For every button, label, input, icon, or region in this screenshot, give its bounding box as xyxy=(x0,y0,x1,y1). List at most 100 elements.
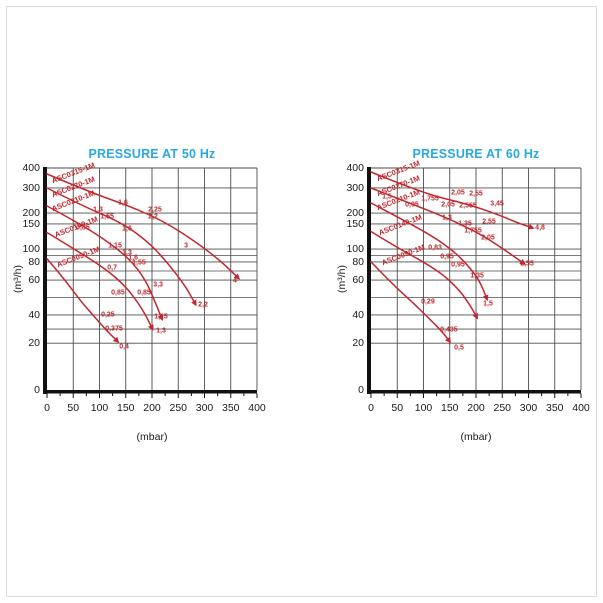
curve-value-label: 0,83 xyxy=(428,244,442,252)
x-tick-label: 150 xyxy=(440,402,459,414)
y-tick-label: 80 xyxy=(352,255,364,268)
curve-ASC0090-1M xyxy=(46,257,120,344)
x-tick-label: 200 xyxy=(143,402,161,414)
curve-value-label: 1,3 xyxy=(93,206,103,214)
curve-ASC0270-1M xyxy=(46,187,197,307)
x-axis-label: (mbar) xyxy=(136,431,168,443)
curve-value-label: 1,6 xyxy=(118,199,128,207)
y-tick-label: 150 xyxy=(22,217,40,230)
y-axis-spine xyxy=(43,167,47,394)
curve-value-label: 0,4 xyxy=(119,343,129,351)
x-tick-label: 400 xyxy=(248,402,266,414)
curve-ASC0140-1M xyxy=(370,230,478,320)
curve-value-label: 1,3 xyxy=(442,214,452,222)
x-tick-label: 350 xyxy=(221,402,240,414)
curve-value-label: 0,29 xyxy=(421,298,435,306)
y-tick-label: 300 xyxy=(346,181,364,194)
curve-value-label: 2,2 xyxy=(198,301,208,309)
x-tick-label: 0 xyxy=(44,402,50,414)
curve-value-label: 2,55 xyxy=(469,190,483,198)
curve-value-label: 1,6 xyxy=(128,254,138,262)
curve-value-label: 0,95 xyxy=(440,253,454,261)
x-tick-label: 400 xyxy=(572,402,590,414)
curve-value-label: 0,95 xyxy=(405,201,419,209)
grid-svg xyxy=(43,167,258,398)
y-tick-label: 40 xyxy=(352,308,364,321)
curve-value-label: 2,555 xyxy=(459,202,477,210)
curve-value-label: 4,8 xyxy=(535,224,545,232)
curve-value-label: 1,55 xyxy=(132,259,146,267)
curve-value-label: 3 xyxy=(184,242,188,250)
curve-value-label: 1,5 xyxy=(382,193,392,201)
curve-value-label: 2,05 xyxy=(451,189,465,197)
curve-value-label: 1,6 xyxy=(122,225,132,233)
pressure-chart-50hz: PRESSURE AT 50 Hz (m³/h) 400 300 200 150 100… xyxy=(8,140,300,470)
curve-value-label: 1,3 xyxy=(122,249,132,257)
y-tick-label: 60 xyxy=(352,274,364,287)
curve-value-label: 1,55 xyxy=(100,213,114,221)
y-tick-label: 100 xyxy=(346,243,364,256)
y-tick-label: 150 xyxy=(346,217,364,230)
curve-value-label: 0,435 xyxy=(440,326,458,334)
x-tick-label: 350 xyxy=(545,402,564,414)
x-tick-label: 150 xyxy=(116,402,135,414)
y-axis-label: (m³/h) xyxy=(336,265,348,293)
curve-value-label: 2,55 xyxy=(520,260,534,268)
curve-value-label: 0,95 xyxy=(451,261,465,269)
curve-value-label: 1,5 xyxy=(483,300,493,308)
curve-value-label: 3,3 xyxy=(153,281,163,289)
curve-value-label: 2,2 xyxy=(148,213,158,221)
curve-ASC0270-1M xyxy=(370,187,526,265)
curve-value-label: 4 xyxy=(232,277,237,285)
y-tick-label: 200 xyxy=(22,207,40,220)
x-axis-spine xyxy=(367,390,581,394)
curve-value-label: 0,85 xyxy=(111,289,125,297)
x-tick-label: 100 xyxy=(414,402,433,414)
chart-title-50hz: PRESSURE AT 50 Hz xyxy=(88,147,216,161)
curve-value-label: 0,85 xyxy=(137,289,151,297)
x-tick-label: 50 xyxy=(391,402,404,414)
pressure-chart-60hz: PRESSURE AT 60 Hz (m³/h) 400 300 200 150 100… xyxy=(332,140,603,470)
curve-value-label: 1,755 xyxy=(421,195,439,203)
curve-value-label: 1,35 xyxy=(458,220,472,228)
x-tick-label: 50 xyxy=(67,402,80,414)
y-tick-label: 400 xyxy=(346,162,364,174)
y-tick-label: 20 xyxy=(352,337,364,350)
y-tick-label: 300 xyxy=(22,181,40,194)
curve-value-label: 1,15 xyxy=(154,313,168,321)
curve-ASC0315-1M xyxy=(370,171,535,230)
y-tick-label: 0 xyxy=(358,384,364,396)
curve-value-label: 1,35 xyxy=(470,272,484,280)
x-tick-label: 200 xyxy=(467,402,485,414)
curve-ASC0210-1M xyxy=(46,205,164,322)
curve-value-label: 2,55 xyxy=(482,218,496,226)
curve-value-label: 1,15 xyxy=(108,242,122,250)
curve-ASC0140-1M xyxy=(46,231,154,331)
curve-value-label: 0,85 xyxy=(76,224,90,232)
curve-value-label: 0,5 xyxy=(454,344,464,352)
y-axis-label: (m³/h) xyxy=(12,265,24,293)
y-tick-label: 20 xyxy=(28,337,40,350)
y-tick-label: 60 xyxy=(28,274,40,287)
x-tick-label: 300 xyxy=(519,402,538,414)
x-tick-label: 0 xyxy=(368,402,374,414)
y-tick-label: 400 xyxy=(22,162,40,174)
y-tick-label: 100 xyxy=(22,243,40,256)
y-tick-label: 0 xyxy=(34,384,40,396)
curve-ASC0090-1M xyxy=(370,261,452,344)
curve-value-label: 0,25 xyxy=(101,311,115,319)
chart-title-60hz: PRESSURE AT 60 Hz xyxy=(412,147,540,161)
curve-value-label: 2,25 xyxy=(148,206,162,214)
plot-area: 400 300 200 150 100 80 60 40 20 0 0 50 100 150 200 250 3… xyxy=(22,161,265,414)
x-axis-spine xyxy=(43,390,257,394)
x-tick-label: 250 xyxy=(493,402,512,414)
curve-ASC0315-1M xyxy=(46,173,241,280)
curve-value-label: 0,7 xyxy=(107,264,117,272)
curve-value-label: 0,375 xyxy=(105,325,123,333)
x-tick-label: 100 xyxy=(90,402,109,414)
y-tick-label: 40 xyxy=(28,308,40,321)
y-axis-spine xyxy=(367,167,371,394)
x-axis-label: (mbar) xyxy=(460,431,492,443)
curve-value-label: 3,45 xyxy=(490,200,504,208)
